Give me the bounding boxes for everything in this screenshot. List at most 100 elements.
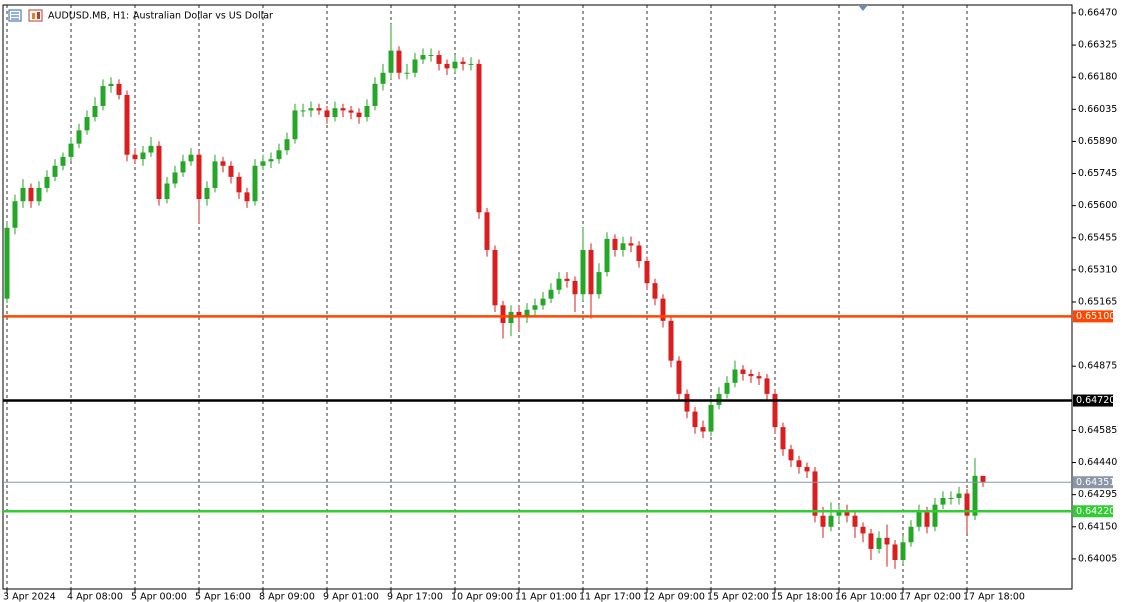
candle-body [484, 212, 490, 250]
candle-body [364, 105, 370, 118]
candle-body [308, 108, 314, 111]
candle-body [940, 497, 946, 505]
candle-body [804, 466, 810, 472]
level-price-box [1073, 505, 1113, 518]
candle-body [348, 110, 354, 113]
candle-body [180, 161, 186, 173]
candle-body [900, 542, 906, 560]
candle-body [916, 511, 922, 527]
candle-body [836, 511, 842, 516]
y-tick-label: 0.64005 [1078, 553, 1117, 564]
y-tick-label: 0.64875 [1078, 361, 1117, 372]
candle-body [796, 460, 802, 467]
candle-body [724, 382, 730, 394]
level-price-label: 0.64220 [1076, 506, 1115, 517]
candle-body [580, 249, 586, 295]
candle-body [412, 59, 418, 73]
x-tick-label: 10 Apr 09:00 [451, 592, 513, 602]
x-tick-label: 4 Apr 08:00 [67, 592, 123, 602]
level-price-box [1073, 476, 1113, 489]
level-price-label: 0.65100 [1076, 311, 1115, 322]
candle-body [748, 373, 754, 377]
candle-body [44, 176, 50, 188]
candle-body [164, 183, 170, 200]
candle-body [172, 172, 178, 184]
y-tick-label: 0.66325 [1078, 40, 1117, 51]
candle-body [876, 537, 882, 549]
candle-body [428, 55, 434, 57]
candle-body [124, 94, 130, 155]
candle-body [924, 511, 930, 527]
x-tick-label: 5 Apr 16:00 [195, 592, 251, 602]
candle-body [276, 150, 282, 160]
candle-body [564, 278, 570, 281]
candle-body [444, 63, 450, 69]
candle-body [492, 249, 498, 306]
icon-chart[interactable] [28, 9, 43, 22]
icon-bar [32, 13, 35, 19]
candle-body [460, 61, 466, 64]
x-tick-label: 15 Apr 18:00 [771, 592, 833, 602]
y-tick-label: 0.65310 [1078, 264, 1117, 275]
candle-body [972, 475, 978, 516]
candle-body [196, 154, 202, 200]
candle-body [380, 72, 386, 84]
candle-body [828, 515, 834, 527]
candle-body [644, 261, 650, 284]
candle-body [780, 427, 786, 450]
y-tick-label: 0.65455 [1078, 232, 1117, 243]
candle-body [204, 187, 210, 200]
candle-body [156, 145, 162, 200]
candle-body [980, 475, 986, 483]
candle-body [396, 50, 402, 73]
candle-body [948, 497, 954, 499]
x-tick-label: 3 Apr 2024 [3, 592, 56, 602]
x-tick-label: 8 Apr 09:00 [259, 592, 315, 602]
candle-body [236, 176, 242, 193]
candle-body [852, 515, 858, 527]
candle-body [68, 143, 74, 157]
shift-marker[interactable] [858, 5, 868, 11]
y-tick-label: 0.65600 [1078, 200, 1117, 211]
candle-body [596, 272, 602, 295]
candle-body [4, 227, 10, 299]
x-tick-label: 9 Apr 01:00 [323, 592, 379, 602]
x-tick-label: 9 Apr 17:00 [387, 592, 443, 602]
x-tick-label: 11 Apr 17:00 [579, 592, 641, 602]
candle-body [556, 278, 562, 290]
candle-body [700, 427, 706, 432]
candle-body [892, 544, 898, 560]
candle-body [812, 471, 818, 516]
y-tick-label: 0.66470 [1078, 7, 1117, 18]
candle-body [52, 165, 58, 177]
x-tick-label: 16 Apr 10:00 [835, 592, 897, 602]
candle-body [788, 449, 794, 461]
candle-body [36, 187, 42, 202]
candle-body [548, 289, 554, 299]
y-tick-label: 0.65890 [1078, 136, 1117, 147]
candle-body [316, 108, 322, 111]
candle-body [620, 243, 626, 250]
x-tick-label: 17 Apr 02:00 [899, 592, 961, 602]
candle-body [604, 238, 610, 273]
candle-body [932, 504, 938, 527]
chart-title: Australian Dollar vs US Dollar [133, 11, 273, 22]
level-price-label: 0.64720 [1076, 395, 1115, 406]
candle-body [12, 201, 18, 228]
candle-body [740, 369, 746, 374]
y-tick-label: 0.64150 [1078, 521, 1117, 532]
x-tick-label: 17 Apr 18:00 [963, 592, 1025, 602]
plot-frame [2, 4, 1073, 590]
candle-body [884, 537, 890, 545]
candle-body [92, 105, 98, 118]
candle-body [188, 154, 194, 162]
candle-body [500, 305, 506, 324]
candle-body [28, 187, 34, 202]
candle-body [820, 515, 826, 527]
symbol: AUDUSD.MB, H1: [48, 11, 129, 22]
candle-body [964, 493, 970, 516]
level-price-box [1073, 394, 1113, 407]
candle-body [436, 55, 442, 64]
x-tick-label: 5 Apr 00:00 [131, 592, 187, 602]
